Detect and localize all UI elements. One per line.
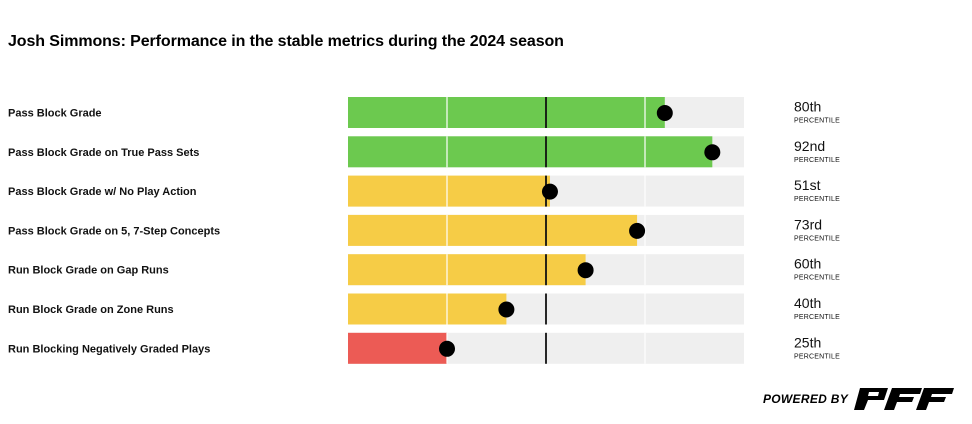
category-label: Pass Block Grade on 5, 7-Step Concepts xyxy=(8,225,220,237)
category-label: Run Block Grade on Zone Runs xyxy=(8,304,174,316)
value-marker xyxy=(656,105,673,121)
bar xyxy=(348,293,507,325)
percentile-unit: PERCENTILE xyxy=(794,353,840,360)
percentile-value: 60th xyxy=(794,256,821,272)
bar xyxy=(348,136,713,168)
bar-fills xyxy=(348,97,713,364)
branding: POWERED BY xyxy=(763,386,958,412)
category-label: Run Blocking Negatively Graded Plays xyxy=(8,343,210,355)
percentile-value: 51st xyxy=(794,177,821,193)
powered-by-text: POWERED BY xyxy=(762,392,848,406)
value-marker xyxy=(541,183,558,200)
value-marker xyxy=(439,340,455,357)
percentile-unit: PERCENTILE xyxy=(794,235,840,242)
pff-logo xyxy=(854,388,954,410)
category-label: Pass Block Grade on True Pass Sets xyxy=(8,147,199,159)
value-marker xyxy=(577,262,594,279)
chart-title: Josh Simmons: Performance in the stable … xyxy=(8,33,564,50)
percentile-value: 40th xyxy=(794,295,821,311)
percentile-unit: PERCENTILE xyxy=(794,157,840,164)
percentile-labels: 80th PERCENTILE 92nd PERCENTILE 51st PERCENTI… xyxy=(794,99,840,361)
bar xyxy=(348,332,447,364)
percentile-value: 80th xyxy=(794,99,821,115)
value-marker xyxy=(498,301,515,318)
value-marker xyxy=(629,222,646,239)
value-markers xyxy=(439,105,721,357)
category-label: Pass Block Grade w/ No Play Action xyxy=(8,186,197,198)
percentile-unit: PERCENTILE xyxy=(794,118,840,125)
category-labels: Pass Block Grade Pass Block Grade on True… xyxy=(8,108,220,356)
percentile-value: 73rd xyxy=(794,216,822,232)
bar xyxy=(348,175,550,207)
percentile-value: 25th xyxy=(794,334,821,350)
percentile-unit: PERCENTILE xyxy=(794,314,840,321)
bar xyxy=(348,254,586,286)
category-label: Pass Block Grade xyxy=(8,108,102,120)
bar xyxy=(348,214,638,246)
value-marker xyxy=(704,144,721,161)
category-label: Run Block Grade on Gap Runs xyxy=(8,265,169,277)
percentile-unit: PERCENTILE xyxy=(794,196,840,203)
bar xyxy=(348,97,665,128)
percentile-unit: PERCENTILE xyxy=(794,275,840,282)
percentile-value: 92nd xyxy=(794,138,825,154)
